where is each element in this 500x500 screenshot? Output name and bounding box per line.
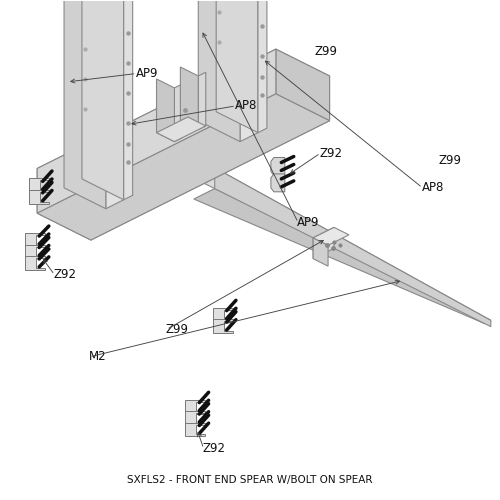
Text: Z92: Z92 <box>54 268 76 281</box>
Polygon shape <box>214 168 491 326</box>
Polygon shape <box>64 0 106 208</box>
Polygon shape <box>37 168 91 240</box>
Polygon shape <box>216 0 258 132</box>
Polygon shape <box>186 422 206 436</box>
Text: Z99: Z99 <box>314 44 338 58</box>
Polygon shape <box>186 400 206 413</box>
Polygon shape <box>271 158 285 176</box>
Polygon shape <box>198 72 205 130</box>
Text: SXFLS2 - FRONT END SPEAR W/BOLT ON SPEAR: SXFLS2 - FRONT END SPEAR W/BOLT ON SPEAR <box>127 474 373 484</box>
Polygon shape <box>276 49 330 120</box>
Polygon shape <box>28 178 48 192</box>
Text: AP9: AP9 <box>297 216 320 229</box>
Text: M2: M2 <box>88 350 106 364</box>
Polygon shape <box>271 174 285 192</box>
Polygon shape <box>106 0 124 208</box>
Text: Z99: Z99 <box>166 323 188 336</box>
Text: Z92: Z92 <box>320 146 342 160</box>
Text: Z92: Z92 <box>203 442 226 456</box>
Polygon shape <box>156 117 206 141</box>
Polygon shape <box>91 76 330 240</box>
Polygon shape <box>82 0 124 200</box>
Polygon shape <box>174 84 182 141</box>
Polygon shape <box>156 79 174 142</box>
Polygon shape <box>313 228 334 258</box>
Polygon shape <box>26 244 45 258</box>
Polygon shape <box>37 94 330 240</box>
Polygon shape <box>124 0 132 200</box>
Polygon shape <box>37 49 276 213</box>
Polygon shape <box>212 319 233 333</box>
Text: AP8: AP8 <box>235 100 258 112</box>
Polygon shape <box>194 168 491 324</box>
Polygon shape <box>240 0 258 142</box>
Polygon shape <box>28 190 48 204</box>
Polygon shape <box>186 411 206 425</box>
Polygon shape <box>313 238 328 266</box>
Polygon shape <box>198 0 240 142</box>
Polygon shape <box>37 49 330 196</box>
Polygon shape <box>26 233 45 247</box>
Text: AP9: AP9 <box>136 67 158 80</box>
Polygon shape <box>194 188 491 324</box>
Text: AP8: AP8 <box>422 182 444 194</box>
Polygon shape <box>258 0 267 132</box>
Polygon shape <box>212 308 233 322</box>
Text: Z99: Z99 <box>439 154 462 167</box>
Polygon shape <box>26 256 45 270</box>
Polygon shape <box>180 67 198 130</box>
Polygon shape <box>313 228 349 246</box>
